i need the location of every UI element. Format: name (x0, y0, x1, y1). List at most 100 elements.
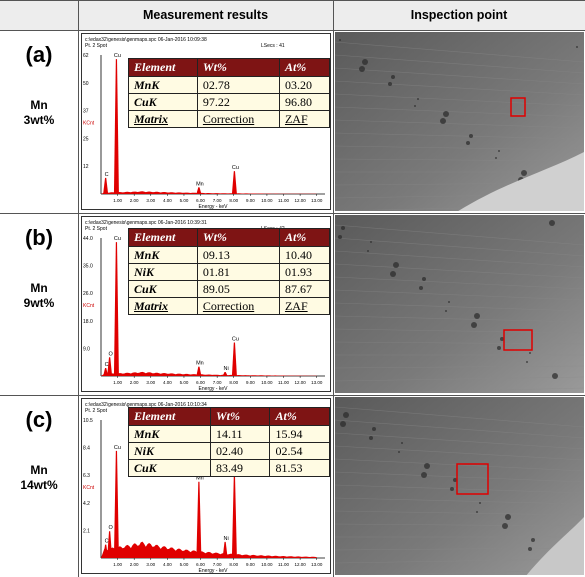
x-tick-label: 13.00 (311, 380, 323, 385)
y-tick-label: 8.4 (83, 446, 90, 452)
spot-info: Pt. 2 Spot (85, 43, 108, 49)
header-cell: Measurement results (78, 0, 333, 30)
sem-spot (372, 427, 376, 431)
sem-spot (393, 262, 399, 268)
sem-spot (448, 301, 450, 303)
sem-image (335, 32, 584, 211)
header-blank (0, 0, 78, 30)
x-tick-label: 1.00 (113, 198, 122, 203)
x-tick-label: 13.00 (311, 562, 323, 567)
x-tick-label: 7.00 (213, 380, 222, 385)
sem-spot (466, 141, 470, 145)
peak-label: Cu (232, 165, 239, 171)
table-header-cell: At% (270, 408, 330, 426)
y-tick-label: 12 (83, 164, 89, 170)
table-cell: 01.81 (197, 264, 279, 281)
y-tick-label: 44.0 (83, 236, 93, 242)
x-tick-label: 2.00 (130, 562, 139, 567)
sem-spot (531, 538, 535, 542)
table-cell: MnK (129, 426, 211, 443)
sem-spot (388, 82, 392, 86)
table-row: CuK89.0587.67 (129, 281, 330, 298)
sample-element: Mn (0, 281, 78, 296)
peak-label: Mn (196, 181, 204, 187)
y-tick-label: 62 (83, 53, 89, 59)
table-cell: ZAF (279, 298, 329, 315)
y-tick-label: 4.2 (83, 501, 90, 507)
sem-spot (398, 451, 400, 453)
sem-spot (502, 523, 508, 529)
x-tick-label: 8.00 (229, 562, 238, 567)
vline (78, 0, 79, 577)
x-tick-label: 3.00 (146, 562, 155, 567)
x-tick-label: 11.00 (278, 380, 289, 385)
sem-spot (340, 421, 346, 427)
x-tick-label: 6.00 (196, 380, 205, 385)
sem-spot (391, 75, 395, 79)
x-tick-label: 13.00 (311, 198, 323, 203)
table-row: CuK97.2296.80 (129, 94, 330, 111)
peak-label: Ni (224, 366, 229, 372)
table-header-cell: Element (129, 59, 198, 77)
x-tick-label: 11.00 (278, 198, 289, 203)
sem-spot (341, 226, 345, 230)
sem-spot (367, 250, 369, 252)
sem-spot (445, 310, 447, 312)
x-tick-label: 2.00 (130, 380, 139, 385)
y-tick-label: 10.5 (83, 418, 93, 424)
x-tick-label: 6.00 (196, 198, 205, 203)
y-tick-label: 25 (83, 136, 89, 142)
table-cell: 14.11 (210, 426, 270, 443)
x-tick-label: 10.00 (261, 562, 273, 567)
table-header-cell: Wt% (197, 59, 279, 77)
sem-spot (521, 170, 527, 176)
sem-spot (370, 241, 372, 243)
hline (0, 0, 585, 1)
sem-spot (505, 514, 511, 520)
sample-composition: 9wt% (0, 296, 78, 311)
table-header-cell: At% (279, 59, 329, 77)
x-axis-label: Energy - keV (199, 386, 229, 392)
table-cell: 03.20 (279, 77, 329, 94)
sem-spot (474, 313, 480, 319)
x-tick-label: 5.00 (180, 380, 189, 385)
y-unit: KCnt (83, 121, 95, 127)
x-tick-label: 9.00 (246, 562, 255, 567)
sem-spot (529, 352, 531, 354)
sem-spot (471, 322, 477, 328)
table-cell: CuK (129, 281, 198, 298)
x-tick-label: 7.00 (213, 198, 222, 203)
peak-label: Cu (114, 236, 121, 242)
sem-spot (576, 46, 578, 48)
x-tick-label: 10.00 (261, 380, 273, 385)
x-tick-label: 11.00 (278, 562, 289, 567)
sem-spot (369, 436, 373, 440)
x-tick-label: 4.00 (163, 562, 172, 567)
peak-label: O (108, 351, 113, 357)
x-tick-label: 4.00 (163, 380, 172, 385)
x-tick-label: 6.00 (196, 562, 205, 567)
y-tick-label: 26.0 (83, 291, 93, 297)
sem-spot (440, 118, 446, 124)
table-cell: NiK (129, 264, 198, 281)
sem-spot (479, 502, 481, 504)
peak-label: C (105, 172, 109, 178)
sem-spot (359, 66, 365, 72)
sem-spot (343, 412, 349, 418)
composition-table: ElementWt%At%MnK02.7803.20CuK97.2296.80M… (128, 58, 330, 128)
x-tick-label: 8.00 (229, 380, 238, 385)
sem-spot (338, 235, 342, 239)
peak-label: Cu (114, 445, 121, 451)
sem-spot (469, 134, 473, 138)
x-tick-label: 12.00 (294, 198, 306, 203)
sample-composition: 14wt% (0, 478, 78, 493)
spot-info: Pt. 2 Spot (85, 226, 108, 232)
sem-image (335, 397, 584, 575)
hline (0, 30, 585, 31)
y-tick-label: 9.0 (83, 346, 90, 352)
sem-spot (419, 286, 423, 290)
y-unit: KCnt (83, 485, 95, 491)
